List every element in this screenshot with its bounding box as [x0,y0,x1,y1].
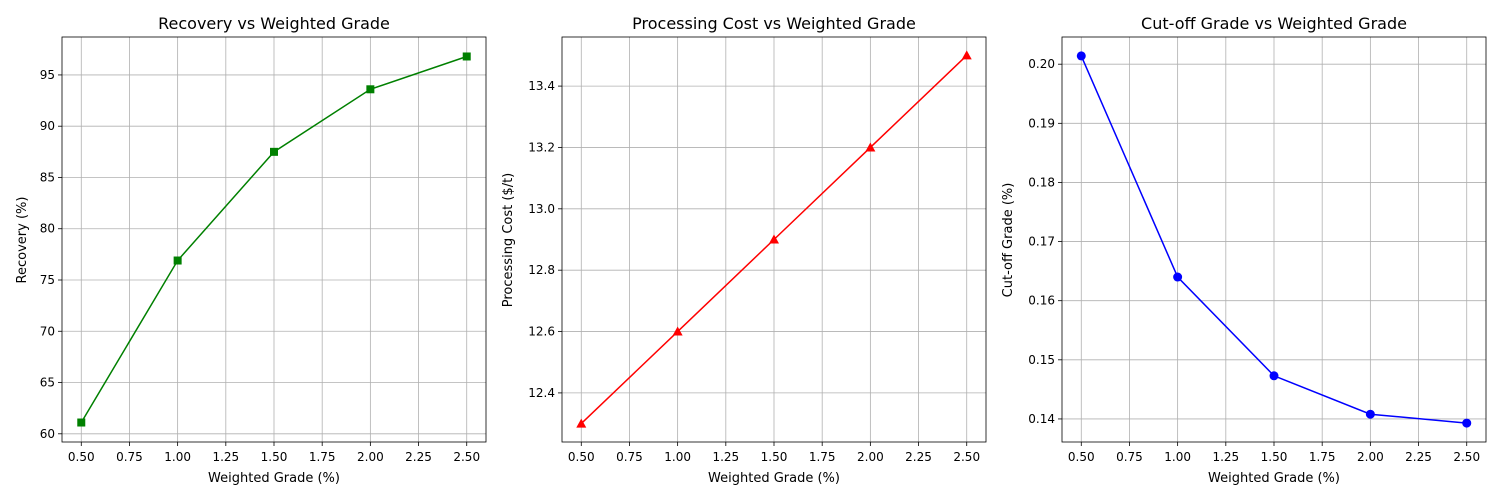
x-tick-label: 2.50 [953,450,980,464]
plot-frame [1061,36,1487,443]
y-tick-label: 12.6 [528,325,555,339]
chart-title: Recovery vs Weighted Grade [158,14,390,33]
grid [62,37,486,442]
y-tick-label: 0.14 [1028,412,1055,426]
x-tick-label: 2.00 [357,450,384,464]
ticks: 0.50 0.75 1.00 1.25 1.50 1.75 2.00 2.25 2.50 0.14… [1028,57,1480,464]
data-point [1173,272,1183,282]
y-tick-label: 75 [40,273,55,287]
chart-title: Processing Cost vs Weighted Grade [632,14,916,33]
x-tick-label: 2.50 [1453,450,1480,464]
x-tick-label: 0.75 [616,450,643,464]
data-point [672,326,683,336]
x-tick-label: 1.00 [664,450,691,464]
data-point [961,50,972,60]
x-tick-label: 1.50 [261,450,288,464]
x-tick-label: 2.50 [453,450,480,464]
ticks: 0.50 0.75 1.00 1.25 1.50 1.75 2.00 2.25 2.50 60 65… [40,68,480,464]
data-point [462,52,471,61]
x-tick-label: 1.75 [809,450,836,464]
y-tick-label: 0.16 [1028,294,1055,308]
x-axis-label: Weighted Grade (%) [208,471,340,486]
plot-frame [561,36,987,443]
y-tick-label: 12.8 [528,263,555,277]
x-tick-label: 0.75 [116,450,143,464]
data-point [1269,371,1279,381]
y-tick-label: 12.4 [528,386,555,400]
x-tick-label: 1.25 [212,450,239,464]
x-tick-label: 1.50 [761,450,788,464]
x-axis-label: Weighted Grade (%) [1208,471,1340,486]
y-tick-label: 0.19 [1028,116,1055,130]
data-point [1076,51,1086,61]
y-tick-label: 90 [40,119,55,133]
x-tick-label: 2.25 [1405,450,1432,464]
y-tick-label: 80 [40,222,55,236]
chart-processing-cost: Processing Cost vs Weighted Grade Weight… [501,14,987,486]
y-tick-label: 85 [40,170,55,184]
chart-title: Cut-off Grade vs Weighted Grade [1141,14,1407,33]
data-point [77,418,86,427]
data-point [865,142,876,152]
data-point [576,418,587,428]
plot-frame [61,36,487,443]
y-tick-label: 0.15 [1028,353,1055,367]
grid [1062,37,1486,442]
x-tick-label: 0.50 [68,450,95,464]
y-tick-label: 0.20 [1028,57,1055,71]
data-point [1365,409,1375,419]
x-tick-label: 0.50 [1068,450,1095,464]
x-tick-label: 1.50 [1261,450,1288,464]
data-point [270,147,278,156]
x-tick-label: 1.25 [712,450,739,464]
x-tick-label: 2.00 [857,450,884,464]
y-axis-label: Recovery (%) [15,197,30,284]
x-tick-label: 1.25 [1212,450,1239,464]
y-tick-label: 60 [40,427,55,441]
x-tick-label: 2.25 [405,450,432,464]
y-tick-label: 13.0 [528,202,555,216]
data-point [366,85,375,94]
x-tick-label: 2.00 [1357,450,1384,464]
x-tick-label: 0.75 [1116,450,1143,464]
y-tick-label: 13.4 [528,79,555,93]
y-tick-label: 0.18 [1028,175,1055,189]
x-tick-label: 0.50 [568,450,595,464]
data-point [769,234,779,244]
data-point [173,256,182,265]
x-tick-label: 1.75 [1309,450,1336,464]
x-tick-label: 1.00 [164,450,191,464]
chart-cutoff-grade: Cut-off Grade vs Weighted Grade Weighted… [1001,14,1487,486]
x-axis-label: Weighted Grade (%) [708,471,840,486]
chart-recovery: Recovery vs Weighted Grade Weighted Grad… [15,14,487,486]
y-tick-label: 0.17 [1028,235,1055,249]
x-tick-label: 1.00 [1164,450,1191,464]
y-tick-label: 70 [40,324,55,338]
data-point [1462,418,1472,428]
x-tick-label: 1.75 [309,450,336,464]
y-tick-label: 13.2 [528,140,555,154]
x-tick-label: 2.25 [905,450,932,464]
y-axis-label: Cut-off Grade (%) [1001,183,1016,298]
y-tick-label: 95 [40,68,55,82]
y-tick-label: 65 [40,376,55,390]
y-axis-label: Processing Cost ($/t) [501,173,516,307]
ticks: 0.50 0.75 1.00 1.25 1.50 1.75 2.00 2.25 2.50 12.4… [528,79,980,464]
